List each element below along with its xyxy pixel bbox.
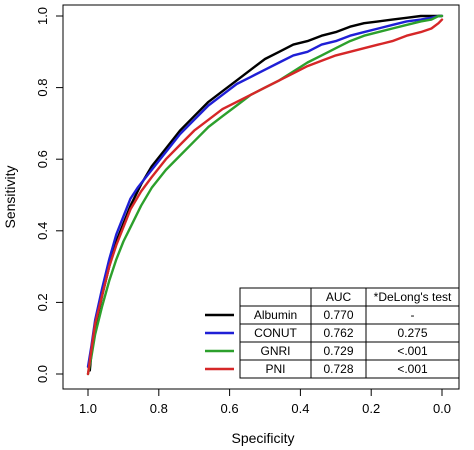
legend-cell-auc: 0.729 — [323, 344, 353, 358]
legend-cell-name: PNI — [265, 362, 285, 376]
y-tick-label: 1.0 — [35, 7, 50, 25]
y-axis-title: Sensitivity — [2, 165, 18, 228]
x-tick-label: 0.8 — [150, 401, 168, 416]
legend-table: AUC *DeLong's test Albumin 0.770 - CONUT 0.762… — [199, 287, 460, 379]
legend-header: *DeLong's test — [374, 290, 452, 304]
x-axis-title: Specificity — [231, 430, 294, 446]
plot-frame — [62, 4, 460, 390]
legend-cell-name: CONUT — [254, 326, 297, 340]
roc-curve-gnri — [86, 14, 444, 376]
x-tick-label: 1.0 — [79, 401, 97, 416]
legend-cell-name: Albumin — [254, 308, 297, 322]
curves-layer — [86, 14, 444, 376]
y-tick-label: 0.2 — [35, 293, 50, 311]
legend-background — [199, 288, 459, 378]
legend-cell-auc: 0.770 — [323, 308, 353, 322]
legend-cell-delong: - — [411, 308, 415, 322]
legend-cell-auc: 0.728 — [323, 362, 353, 376]
y-tick-label: 0.0 — [35, 365, 50, 383]
y-tick-label: 0.4 — [35, 222, 50, 240]
legend-header: AUC — [326, 290, 352, 304]
y-tick-label: 0.8 — [35, 79, 50, 97]
x-axis: 1.0 0.8 0.6 0.4 0.2 0.0 — [79, 389, 451, 416]
roc-curve-conut — [86, 14, 444, 368]
y-axis: 0.0 0.2 0.4 0.6 0.8 1.0 — [35, 7, 63, 383]
y-tick-label: 0.6 — [35, 150, 50, 168]
x-tick-label: 0.4 — [291, 401, 309, 416]
roc-curve-pni — [86, 18, 444, 376]
roc-curve-albumin — [88, 14, 444, 372]
legend-cell-delong: 0.275 — [397, 326, 427, 340]
legend-cell-delong: <.001 — [397, 344, 428, 358]
x-tick-label: 0.2 — [362, 401, 380, 416]
legend-cell-auc: 0.762 — [323, 326, 353, 340]
x-tick-label: 0.6 — [221, 401, 239, 416]
legend-grid-border — [239, 287, 460, 379]
legend-cell-delong: <.001 — [397, 362, 428, 376]
legend-cell-name: GNRI — [261, 344, 291, 358]
x-tick-label: 0.0 — [433, 401, 451, 416]
